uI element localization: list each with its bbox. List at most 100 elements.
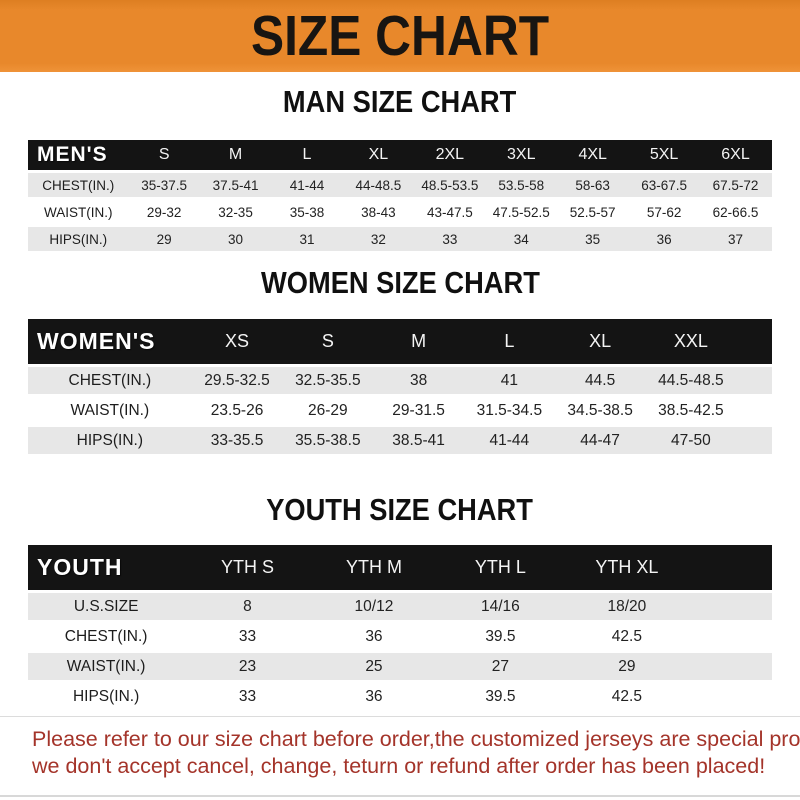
table-header-row: WOMEN'S XS S M L XL XXL <box>28 319 772 364</box>
size-value-cell: 44.5 <box>585 371 616 389</box>
size-value-cell: 38 <box>409 371 428 389</box>
size-value-cell: 37.5-41 <box>212 177 259 193</box>
divider-line <box>0 716 800 717</box>
table-header-row: MEN'S S M L XL 2XL 3XL 4XL 5XL 6XL <box>28 140 772 170</box>
size-value-cell: 47.5-52.5 <box>492 204 550 220</box>
size-value-cell: 48.5-53.5 <box>421 177 479 193</box>
column-header: XS <box>225 331 250 351</box>
size-value-cell: 29-31.5 <box>392 401 445 419</box>
column-header: 5XL <box>649 146 679 163</box>
table-row: HIPS(IN.) 29 30 31 32 33 34 35 36 37 <box>28 227 772 251</box>
size-value-cell: 31.5-34.5 <box>476 401 543 419</box>
table-row: WAIST(IN.) 23.5-26 26-29 29-31.5 31.5-34.5 34… <box>28 397 772 424</box>
size-value-cell: 35-38 <box>289 204 325 220</box>
size-value-cell: 8 <box>243 597 252 615</box>
bottom-border <box>0 795 800 797</box>
size-value-cell: 38-43 <box>361 204 396 220</box>
column-header: S <box>158 146 170 163</box>
size-value-cell: 42.5 <box>611 687 642 705</box>
column-header: YTH M <box>345 557 402 577</box>
size-value-cell: 29 <box>156 231 172 247</box>
size-value-cell: 33 <box>238 627 257 645</box>
size-value-cell: 58-63 <box>575 177 610 193</box>
column-header: S <box>321 331 334 351</box>
section-heading-womens: WOMEN SIZE CHART <box>28 267 772 299</box>
size-table-womens: WOMEN'S XS S M L XL XXL CHEST(IN.) 29.5-32.5 32.5… <box>28 319 772 454</box>
row-label: CHEST(IN.) <box>68 371 152 389</box>
row-label: HIPS(IN.) <box>72 687 140 705</box>
size-table-mens: MEN'S S M L XL 2XL 3XL 4XL 5XL 6XL CHEST(IN.) 35-37… <box>28 140 772 251</box>
column-header: L <box>504 331 515 351</box>
table-row: CHEST(IN.) 35-37.5 37.5-41 41-44 44-48.5 48.5… <box>28 173 772 197</box>
size-value-cell: 35.5-38.5 <box>295 431 361 449</box>
column-header: 3XL <box>507 146 536 163</box>
section-heading-text: WOMEN SIZE CHART <box>260 265 540 300</box>
size-section-mens: MAN SIZE CHART MEN'S S M L XL 2XL 3XL 4XL 5XL 6XL C… <box>28 86 772 251</box>
notice-line-2: we don't accept cancel, change, teturn o… <box>32 754 766 778</box>
row-label: WAIST(IN.) <box>70 401 150 419</box>
table-row: HIPS(IN.) 33-35.5 35.5-38.5 38.5-41 41-44 44-… <box>28 427 772 454</box>
size-value-cell: 62-66.5 <box>712 204 759 220</box>
size-section-womens: WOMEN SIZE CHART WOMEN'S XS S M L XL XXL CHEST(I… <box>28 267 772 454</box>
column-header: XXL <box>673 331 708 351</box>
size-value-cell: 10/12 <box>354 597 394 615</box>
size-value-cell: 23 <box>238 657 257 675</box>
notice-line-1: Please refer to our size chart before or… <box>32 727 800 751</box>
table-title-youth: YOUTH <box>37 554 123 580</box>
size-value-cell: 32.5-35.5 <box>295 371 361 389</box>
size-value-cell: 36 <box>365 627 383 645</box>
size-value-cell: 44.5-48.5 <box>658 371 724 389</box>
table-row: HIPS(IN.) 33 36 39.5 42.5 <box>28 683 772 710</box>
size-value-cell: 43-47.5 <box>426 204 473 220</box>
size-value-cell: 32 <box>370 231 386 247</box>
size-value-cell: 47-50 <box>671 431 711 449</box>
section-heading-mens: MAN SIZE CHART <box>28 86 772 118</box>
size-value-cell: 37 <box>728 231 744 247</box>
size-value-cell: 39.5 <box>485 687 516 705</box>
banner: SIZE CHART <box>0 0 800 72</box>
table-header-row: YOUTH YTH S YTH M YTH L YTH XL <box>28 545 772 590</box>
size-value-cell: 39.5 <box>485 627 516 645</box>
size-value-cell: 34 <box>513 231 529 247</box>
size-value-cell: 34.5-38.5 <box>567 401 633 419</box>
size-table-youth: YOUTH YTH S YTH M YTH L YTH XL U.S.SIZE 8 10/12… <box>28 545 772 710</box>
size-value-cell: 25 <box>365 657 383 675</box>
row-label: WAIST(IN.) <box>66 657 146 675</box>
sections-container: MAN SIZE CHART MEN'S S M L XL 2XL 3XL 4XL 5XL 6XL C… <box>0 86 800 710</box>
size-value-cell: 53.5-58 <box>498 177 545 193</box>
column-header: 6XL <box>721 146 750 163</box>
size-value-cell: 38.5-41 <box>392 431 445 449</box>
table-row: CHEST(IN.) 29.5-32.5 32.5-35.5 38 41 44.5 44.5… <box>28 367 772 394</box>
table-row: WAIST(IN.) 23 25 27 29 <box>28 653 772 680</box>
column-header: YTH S <box>220 557 274 577</box>
column-header: YTH XL <box>595 557 659 577</box>
column-header: 4XL <box>578 146 607 163</box>
size-value-cell: 32-35 <box>218 204 253 220</box>
row-label: CHEST(IN.) <box>42 177 115 193</box>
size-value-cell: 36 <box>656 231 672 247</box>
column-header: XL <box>368 146 389 163</box>
footer-notice: Please refer to our size chart before or… <box>0 717 800 780</box>
table-title-mens: MEN'S <box>37 143 108 166</box>
row-label: U.S.SIZE <box>73 597 139 615</box>
size-value-cell: 31 <box>299 231 315 247</box>
size-value-cell: 36 <box>365 687 383 705</box>
size-section-youth: YOUTH SIZE CHART YOUTH YTH S YTH M YTH L YTH … <box>28 494 772 710</box>
size-value-cell: 41-44 <box>489 431 530 449</box>
section-heading-youth: YOUTH SIZE CHART <box>28 494 772 526</box>
column-header: M <box>228 146 243 163</box>
size-value-cell: 41 <box>500 371 518 389</box>
row-label: CHEST(IN.) <box>64 627 148 645</box>
table-row: WAIST(IN.) 29-32 32-35 35-38 38-43 43-47.5 47.… <box>28 200 772 224</box>
size-value-cell: 18/20 <box>607 597 647 615</box>
size-value-cell: 26-29 <box>307 401 348 419</box>
section-heading-text: YOUTH SIZE CHART <box>266 492 534 527</box>
table-title-womens: WOMEN'S <box>37 328 156 354</box>
size-value-cell: 33-35.5 <box>210 431 264 449</box>
column-header: M <box>411 331 427 351</box>
size-value-cell: 29 <box>618 657 636 675</box>
size-value-cell: 38.5-42.5 <box>658 401 724 419</box>
size-value-cell: 44-47 <box>580 431 620 449</box>
size-value-cell: 29.5-32.5 <box>204 371 270 389</box>
